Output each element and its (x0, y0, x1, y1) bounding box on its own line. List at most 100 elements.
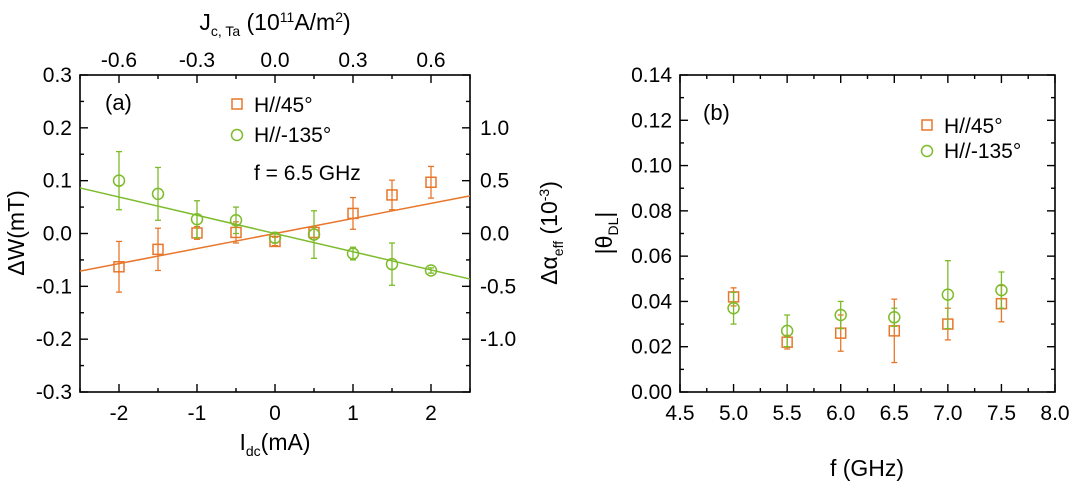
y-tick-label: 0.2 (43, 117, 72, 140)
yb-label-main: |θ (591, 236, 617, 255)
data-point-circle (834, 308, 847, 322)
panel-a-ticks (79, 74, 471, 393)
panel-a-y-axis-label: ΔW(mT) (3, 190, 29, 276)
y-tick-label: -0.1 (36, 275, 72, 298)
data-point-circle (385, 257, 399, 271)
panel-b-x-axis-label: f (GHz) (830, 455, 904, 481)
x2-label-rest2: A/m (294, 9, 335, 35)
y-tick-label: -0.3 (36, 381, 72, 404)
x-tick-label: 5.0 (719, 402, 748, 425)
yb-label-end: | (591, 212, 617, 218)
y2-tick-label: -0.5 (480, 275, 516, 298)
panel-b-ticks (679, 74, 1056, 393)
panel-b-legend: H//45° H//-135° (920, 115, 1021, 163)
data-point-square (113, 261, 125, 273)
data-point-circle (112, 174, 126, 187)
y-tick-label: 0.08 (631, 200, 672, 223)
x-tick-label: 0 (269, 402, 281, 425)
panel-a-legend: H//45° H//-135° (230, 94, 331, 147)
y-tick-label: 0.04 (631, 290, 672, 313)
x-tick-label: 4.5 (665, 402, 694, 425)
y-tick-label: 0.0 (43, 223, 72, 246)
data-point-circle (190, 212, 204, 226)
x2-label-subscript: c, Ta (211, 23, 241, 39)
x-tick-label: 6.0 (826, 402, 855, 425)
y-tick-label: 0.10 (631, 155, 672, 178)
x-tick-label: 5.5 (773, 402, 802, 425)
x-label-rest: (mA) (261, 429, 311, 455)
panel-a: -0.3 -0.2 -0.1 0.0 0.1 0.2 0.3 -2 -1 0 1 2 -1.0 -0.… (3, 9, 566, 459)
data-point-square (425, 176, 437, 189)
legend-square-marker (921, 119, 933, 131)
x-tick-label: -1 (188, 402, 207, 425)
y-tick-label: 0.3 (43, 64, 72, 87)
x-label-subscript: dc (246, 443, 261, 459)
data-point-circle (995, 283, 1008, 297)
x2-tick-label: -0.6 (101, 49, 137, 72)
data-point-circle (727, 301, 740, 315)
data-point-circle (229, 214, 243, 227)
y2-label-superscript: -3 (536, 189, 552, 202)
panel-a-x2-tick-labels: -0.6 -0.3 0.0 0.3 0.6 (101, 49, 446, 72)
panel-b: 0.00 0.02 0.04 0.06 0.08 0.10 0.12 0.14 4.5 5.0 5… (591, 64, 1070, 481)
y2-label-subscript: eff (550, 241, 566, 256)
panel-b-label: (b) (703, 100, 730, 125)
y2-label-end: ) (536, 181, 562, 189)
panel-b-data-points (727, 260, 1008, 364)
x2-label-superscript: 11 (280, 9, 295, 25)
y-tick-label: 0.00 (631, 381, 672, 404)
y2-tick-label: -1.0 (480, 328, 516, 351)
data-point-square (347, 207, 359, 220)
yb-label-subscript: DL (605, 217, 621, 235)
x2-label-main: J (199, 9, 211, 35)
x-tick-label: 1 (347, 402, 359, 425)
panel-b-y-tick-labels: 0.00 0.02 0.04 0.06 0.08 0.10 0.12 0.14 (631, 64, 672, 404)
y2-tick-label: 0.5 (480, 170, 509, 193)
y2-tick-label: 1.0 (480, 117, 509, 140)
y-tick-label: -0.2 (36, 328, 72, 351)
data-point-circle (780, 324, 794, 338)
panel-a-annotation: f = 6.5 GHz (254, 162, 361, 185)
panel-a-top-axis-label: Jc, Ta (1011A/m2) (199, 9, 350, 39)
data-point-circle (151, 187, 165, 201)
y-tick-label: 0.1 (43, 170, 72, 193)
x-tick-label: 7.5 (987, 402, 1016, 425)
legend-label-h45: H//45° (944, 115, 1003, 138)
panel-a-x-axis-label: Idc(mA) (239, 429, 310, 459)
y2-label-main: Δα (536, 256, 562, 285)
x2-label-superscript2: 2 (335, 9, 343, 25)
panel-a-x-tick-labels: -2 -1 0 1 2 (110, 402, 437, 425)
panel-a-y-tick-labels: -0.3 -0.2 -0.1 0.0 0.1 0.2 0.3 (36, 64, 72, 404)
legend-label-h45: H//45° (254, 94, 313, 117)
legend-circle-marker (230, 128, 244, 142)
data-point-square (386, 189, 398, 201)
panel-a-label: (a) (105, 90, 132, 115)
y-tick-label: 0.02 (631, 336, 672, 359)
x-tick-label: 8.0 (1040, 402, 1069, 425)
x2-tick-label: 0.6 (416, 49, 445, 72)
x2-tick-label: 0.3 (338, 49, 367, 72)
x-tick-label: 2 (425, 402, 437, 425)
panel-a-data-points (112, 150, 438, 293)
data-point-square (888, 325, 901, 337)
x2-label-end: ) (343, 9, 351, 35)
data-point-circle (888, 311, 901, 324)
data-point-circle (268, 231, 282, 244)
legend-label-h135: H//-135° (254, 124, 331, 147)
x2-tick-label: -0.3 (179, 49, 215, 72)
x-tick-label: 6.5 (880, 402, 909, 425)
y-tick-label: 0.14 (631, 64, 672, 87)
legend-square-marker (231, 98, 243, 110)
panel-b-y-axis-label: |θDL| (591, 212, 621, 255)
data-point-circle (424, 264, 438, 277)
x2-tick-label: 0.0 (260, 49, 289, 72)
x-tick-label: 7.0 (933, 402, 962, 425)
x-label-main: I (239, 429, 245, 455)
panel-b-x-tick-labels: 4.5 5.0 5.5 6.0 6.5 7.0 7.5 8.0 (665, 402, 1069, 425)
x-tick-label: -2 (110, 402, 129, 425)
data-point-square (152, 243, 164, 256)
panel-a-y2-tick-labels: -1.0 -0.5 0.0 0.5 1.0 (480, 117, 516, 351)
panel-a-y2-axis-label: Δαeff (10-3) (536, 181, 566, 285)
legend-label-h135: H//-135° (944, 140, 1021, 163)
